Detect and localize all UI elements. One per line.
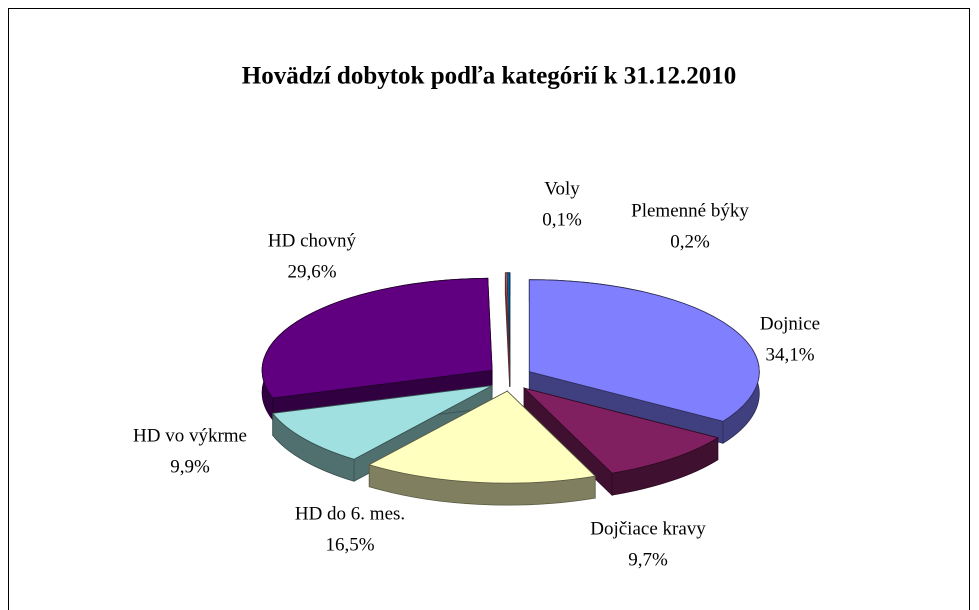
- slice-value-label: 16,5%: [325, 534, 374, 555]
- slice-value-label: 9,9%: [170, 456, 210, 477]
- slice-value-label: 0,1%: [542, 209, 582, 230]
- slice-top: [271, 385, 493, 460]
- pie-slice: [504, 272, 511, 387]
- slice-value-label: 0,2%: [670, 231, 710, 252]
- slice-top: [261, 277, 493, 399]
- slice-label: HD chovný: [268, 230, 357, 251]
- slice-label: HD do 6. mes.: [295, 503, 405, 524]
- slice-label: Plemenné býky: [631, 200, 749, 221]
- chart-title: Hovädzí dobytok podľa kategórií k 31.12.…: [242, 63, 736, 90]
- slice-value-label: 29,6%: [287, 261, 336, 282]
- slice-label: Dojčiace kravy: [590, 518, 706, 539]
- slice-label: Dojnice: [760, 313, 820, 334]
- slice-top: [368, 390, 597, 484]
- slice-label: HD vo výkrme: [133, 425, 247, 446]
- pie-slice: [522, 387, 719, 497]
- slice-top: [528, 279, 760, 422]
- slice-value-label: 34,1%: [765, 344, 814, 365]
- pie-slice: [528, 279, 760, 445]
- pie-slice: [368, 390, 597, 506]
- slice-value-label: 9,7%: [628, 549, 668, 570]
- slice-top: [522, 387, 719, 474]
- slice-top: [504, 272, 511, 365]
- slice-label: Voly: [544, 178, 580, 199]
